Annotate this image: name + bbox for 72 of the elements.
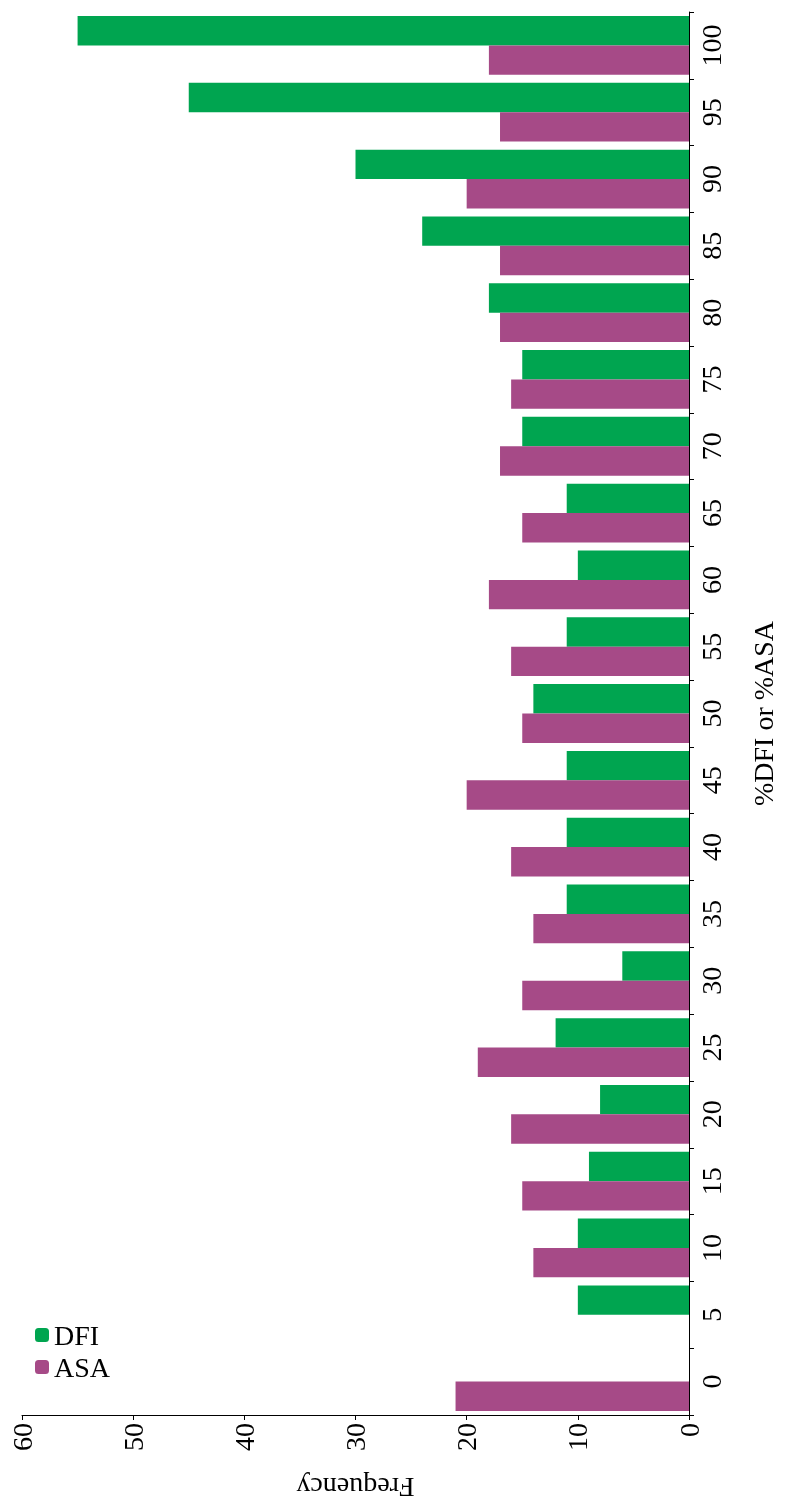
bar bbox=[422, 216, 689, 246]
y-tick-label: 100 bbox=[695, 24, 727, 67]
y-tick-label: 0 bbox=[695, 1374, 727, 1389]
bar bbox=[522, 350, 689, 380]
bar bbox=[500, 245, 689, 276]
bar bbox=[577, 1218, 689, 1248]
x-tick-label: 20 bbox=[451, 1423, 483, 1451]
x-tick-label: 10 bbox=[562, 1423, 594, 1451]
bar bbox=[500, 446, 689, 476]
bar bbox=[522, 513, 689, 543]
y-tick-label: 25 bbox=[695, 1033, 727, 1062]
x-tick-label: 40 bbox=[228, 1423, 260, 1451]
bar bbox=[577, 550, 689, 580]
y-tick-label: 95 bbox=[695, 98, 727, 127]
legend-label: ASA bbox=[54, 1351, 111, 1383]
y-axis-title: %DFI or %ASA bbox=[747, 620, 779, 807]
y-tick-label: 55 bbox=[695, 632, 727, 661]
bar bbox=[511, 646, 689, 677]
x-tick-label: 30 bbox=[340, 1423, 371, 1451]
bar bbox=[522, 416, 689, 447]
x-tick-label: 0 bbox=[673, 1423, 705, 1437]
bar bbox=[566, 617, 689, 647]
y-tick-label: 45 bbox=[695, 766, 727, 795]
bar bbox=[77, 16, 689, 46]
y-tick-label: 90 bbox=[695, 165, 727, 194]
bar bbox=[566, 884, 689, 914]
y-tick-label: 85 bbox=[695, 231, 727, 260]
x-tick-label: 50 bbox=[117, 1423, 149, 1451]
y-tick-label: 5 bbox=[695, 1307, 727, 1322]
bar bbox=[577, 1285, 689, 1315]
bar bbox=[533, 684, 689, 714]
x-axis-title: Frequency bbox=[296, 1471, 415, 1503]
bar bbox=[466, 780, 689, 810]
bar bbox=[488, 579, 689, 610]
bar bbox=[522, 1181, 689, 1211]
bar bbox=[500, 312, 689, 343]
y-tick-label: 15 bbox=[695, 1167, 727, 1196]
bar bbox=[355, 149, 689, 180]
bar bbox=[488, 45, 689, 75]
bar bbox=[588, 1151, 689, 1182]
y-tick-label: 30 bbox=[695, 966, 727, 995]
y-tick-label: 75 bbox=[695, 365, 727, 394]
bar bbox=[622, 951, 689, 981]
legend-label: DFI bbox=[54, 1319, 100, 1351]
bar bbox=[488, 283, 689, 313]
y-tick-label: 50 bbox=[695, 699, 727, 728]
bar bbox=[466, 179, 689, 209]
y-tick-label: 20 bbox=[695, 1100, 727, 1129]
bar bbox=[555, 1018, 689, 1048]
y-tick-label: 70 bbox=[695, 432, 727, 461]
bar bbox=[511, 1114, 689, 1144]
bar bbox=[477, 1047, 689, 1077]
bar bbox=[188, 82, 689, 113]
y-tick-label: 60 bbox=[695, 565, 727, 594]
bar bbox=[511, 379, 689, 409]
y-tick-label: 10 bbox=[695, 1233, 727, 1262]
bar bbox=[566, 817, 689, 848]
bar bbox=[533, 1247, 689, 1278]
y-tick-label: 65 bbox=[695, 499, 727, 528]
bar bbox=[600, 1084, 689, 1115]
y-tick-label: 35 bbox=[695, 899, 727, 928]
bar bbox=[511, 847, 689, 877]
y-tick-label: 80 bbox=[695, 298, 727, 327]
bar bbox=[455, 1381, 689, 1411]
bar bbox=[522, 713, 689, 743]
y-tick-label: 40 bbox=[695, 833, 727, 862]
bar bbox=[500, 112, 689, 142]
x-tick-label: 60 bbox=[6, 1423, 38, 1451]
bar bbox=[566, 750, 689, 781]
bar bbox=[533, 913, 689, 944]
bar bbox=[566, 483, 689, 514]
bar bbox=[522, 980, 689, 1011]
